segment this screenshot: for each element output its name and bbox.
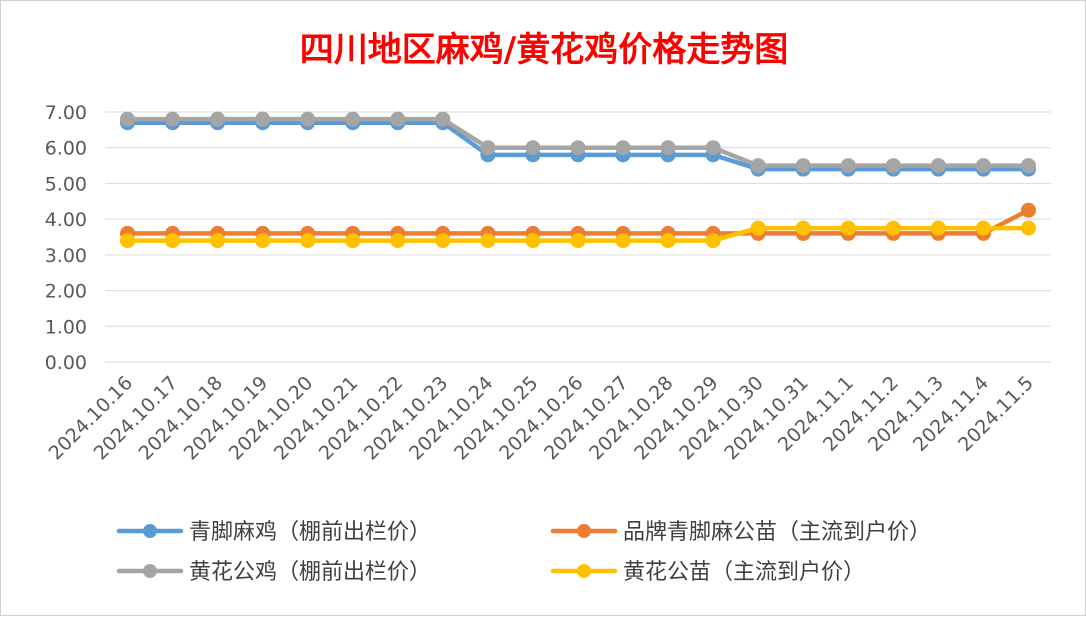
y-tick-label: 2.00: [45, 281, 87, 303]
data-point: [345, 233, 361, 249]
legend-label: 黄花公鸡（棚前出栏价）: [189, 560, 431, 585]
data-point: [300, 111, 316, 127]
legend-item: 品牌青脚麻公苗（主流到户价）: [550, 520, 931, 545]
data-point: [120, 111, 136, 127]
data-point: [345, 111, 361, 127]
y-tick-label: 1.00: [45, 316, 87, 338]
data-point: [1020, 220, 1036, 236]
series-3: [120, 111, 1036, 174]
data-point: [660, 233, 676, 249]
data-point: [615, 140, 631, 156]
data-point: [930, 158, 946, 174]
legend-label: 黄花公苗（主流到户价）: [623, 560, 865, 585]
legend-swatch-marker: [577, 564, 591, 578]
data-point: [165, 233, 181, 249]
data-point: [975, 158, 991, 174]
data-point: [705, 233, 721, 249]
data-point: [480, 140, 496, 156]
data-point: [660, 140, 676, 156]
data-point: [120, 233, 136, 249]
y-tick-label: 6.00: [45, 138, 87, 160]
gridlines: [105, 111, 1051, 363]
data-point: [795, 158, 811, 174]
legend-swatch-marker: [143, 524, 157, 538]
x-axis: 2024.10.162024.10.172024.10.182024.10.19…: [45, 372, 1038, 464]
data-point: [525, 233, 541, 249]
y-tick-label: 7.00: [45, 102, 87, 124]
data-point: [390, 111, 406, 127]
data-point: [570, 140, 586, 156]
data-point: [615, 233, 631, 249]
legend-swatch-marker: [577, 524, 591, 538]
data-point: [210, 233, 226, 249]
data-point: [840, 158, 856, 174]
series-4: [120, 220, 1036, 249]
data-point: [570, 233, 586, 249]
data-point: [705, 140, 721, 156]
data-point: [795, 220, 811, 236]
series-lines: [120, 111, 1036, 249]
legend-label: 品牌青脚麻公苗（主流到户价）: [623, 520, 931, 545]
y-tick-label: 5.00: [45, 173, 87, 195]
legend-label: 青脚麻鸡（棚前出栏价）: [189, 520, 431, 545]
data-point: [840, 220, 856, 236]
data-point: [435, 111, 451, 127]
data-point: [885, 158, 901, 174]
data-point: [165, 111, 181, 127]
data-point: [480, 233, 496, 249]
chart-title: 四川地区麻鸡/黄花鸡价格走势图: [300, 30, 788, 70]
data-point: [255, 233, 271, 249]
data-point: [750, 220, 766, 236]
y-tick-label: 0.00: [45, 352, 87, 374]
legend-item: 青脚麻鸡（棚前出栏价）: [116, 520, 431, 545]
data-point: [255, 111, 271, 127]
data-point: [210, 111, 226, 127]
data-point: [750, 158, 766, 174]
data-point: [1020, 158, 1036, 174]
data-point: [525, 140, 541, 156]
data-point: [885, 220, 901, 236]
y-tick-label: 3.00: [45, 245, 87, 267]
data-point: [975, 220, 991, 236]
data-point: [390, 233, 406, 249]
y-tick-label: 4.00: [45, 209, 87, 231]
legend-item: 黄花公苗（主流到户价）: [550, 560, 865, 585]
legend: 青脚麻鸡（棚前出栏价） 品牌青脚麻公苗（主流到户价） 黄花公鸡（棚前出栏价） 黄花公苗…: [116, 520, 931, 585]
legend-item: 黄花公鸡（棚前出栏价）: [116, 560, 431, 585]
data-point: [435, 233, 451, 249]
y-axis: 0.00 1.00 2.00 3.00 4.00 5.00 6.00 7.00: [45, 102, 87, 374]
data-point: [300, 233, 316, 249]
data-point: [1020, 202, 1036, 218]
legend-swatch-marker: [143, 564, 157, 578]
data-point: [930, 220, 946, 236]
